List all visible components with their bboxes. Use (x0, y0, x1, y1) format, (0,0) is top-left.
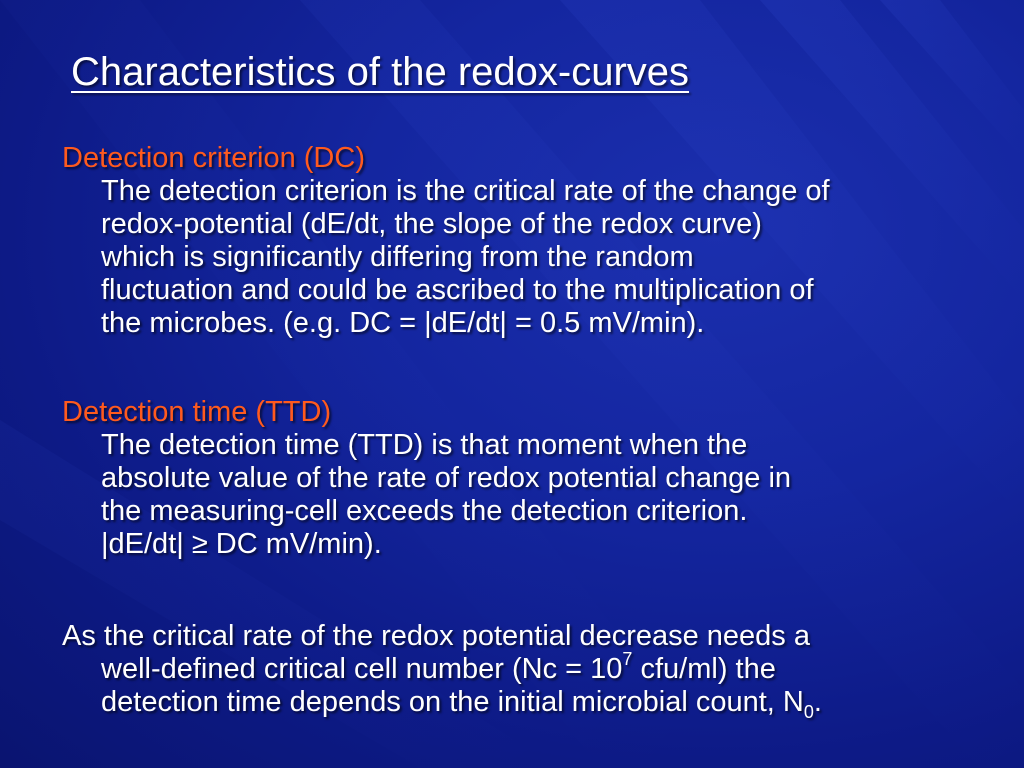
body-line: The detection criterion is the critical … (101, 175, 830, 207)
closing-line: well-defined critical cell number (Nc = … (62, 650, 962, 686)
section-detection-criterion: Detection criterion (DC) The detection c… (62, 142, 830, 340)
section-heading: Detection criterion (DC) (62, 142, 365, 174)
body-line: The detection time (TTD) is that moment … (101, 429, 748, 461)
closing-paragraph: As the critical rate of the redox potent… (62, 620, 962, 722)
closing-line: As the critical rate of the redox potent… (62, 620, 810, 652)
closing-text: cfu/ml) the (632, 653, 776, 685)
closing-text: well-defined critical cell number (Nc = … (101, 653, 623, 685)
closing-text: detection time depends on the initial mi… (101, 686, 804, 718)
slide-title: Characteristics of the redox-curves (71, 50, 690, 94)
section-body: The detection time (TTD) is that moment … (62, 429, 791, 561)
exponent: 7 (622, 649, 633, 670)
body-line: |dE/dt| ≥ DC mV/min). (101, 528, 382, 560)
body-line: fluctuation and could be ascribed to the… (101, 274, 814, 306)
closing-text: . (813, 686, 822, 718)
body-line: absolute value of the rate of redox pote… (101, 462, 792, 494)
body-line: which is significantly differing from th… (101, 241, 694, 273)
body-line: the microbes. (e.g. DC = |dE/dt| = 0.5 m… (101, 307, 705, 339)
body-line: redox-potential (dE/dt, the slope of the… (101, 208, 762, 240)
subscript: 0 (803, 701, 814, 722)
section-detection-time: Detection time (TTD) The detection time … (62, 396, 791, 561)
section-body: The detection criterion is the critical … (62, 175, 830, 340)
section-heading: Detection time (TTD) (62, 396, 332, 428)
closing-line: detection time depends on the initial mi… (62, 686, 962, 722)
body-line: the measuring-cell exceeds the detection… (101, 495, 748, 527)
